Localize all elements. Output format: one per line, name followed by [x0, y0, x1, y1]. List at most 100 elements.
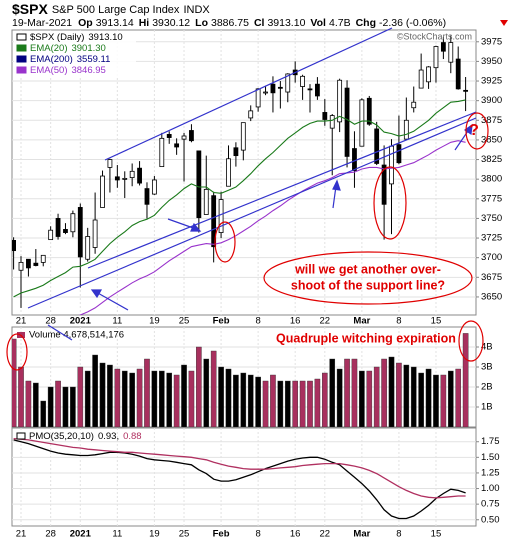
volume-bar	[62, 386, 69, 427]
volume-bar	[144, 358, 150, 427]
candle-body	[463, 89, 469, 92]
quote-value: 3913.14	[96, 17, 134, 29]
arrow	[47, 324, 73, 341]
volume-bar	[129, 372, 135, 427]
candle-body	[114, 176, 120, 181]
candle-body	[159, 137, 165, 168]
candle-body	[233, 147, 239, 157]
candle-body	[396, 144, 402, 164]
change-indicator	[500, 20, 508, 26]
legend-text: EMA(20)	[30, 43, 67, 54]
trend-line	[104, 27, 393, 161]
volume-bar	[158, 370, 165, 427]
y-tick-label: 3B	[481, 362, 493, 373]
legend-entry: Volume 4,678,514,176	[29, 330, 124, 341]
legend-swatch	[16, 432, 26, 440]
candle-body	[18, 261, 24, 271]
volume-bar	[366, 370, 373, 427]
candle-body	[315, 83, 320, 97]
legend-text: 0.88	[123, 431, 142, 442]
candle-body	[137, 167, 142, 184]
highlight	[6, 333, 28, 371]
candle-body	[255, 88, 261, 108]
y-tick-label: 3925	[481, 76, 502, 87]
volume-bar	[373, 366, 380, 427]
volume-bar	[329, 358, 336, 427]
pmo-line	[13, 439, 466, 520]
legend-swatch	[16, 66, 27, 74]
highlight	[263, 251, 473, 305]
volume-bar	[277, 380, 284, 427]
candle-body	[107, 159, 113, 168]
y-tick-label: 2B	[481, 382, 493, 393]
x-tick-label: 11	[112, 529, 122, 540]
volume-bar	[181, 364, 187, 427]
legend-entry: EMA(50) 3846.95	[30, 65, 106, 76]
arrow-head	[90, 289, 103, 299]
x-tick-label: 8	[255, 316, 260, 327]
volume-bar	[425, 368, 432, 427]
x-tick-label: 16	[290, 316, 301, 327]
volume-bar	[25, 380, 32, 427]
quote-key: Hi	[139, 17, 150, 29]
annotation: Quadruple witching expiration	[276, 331, 456, 345]
quote-line: 19-Mar-2021 Op 3913.14 Hi 3930.12 Lo 3886.75 Cl…	[12, 17, 446, 29]
volume-bar	[344, 358, 350, 427]
legend: $SPX (Daily) 3913.10 EMA(20) 3901.30EMA(200…	[14, 31, 136, 76]
watermark: ©StockCharts.com	[397, 31, 472, 41]
y-tick-label: 1.25	[481, 467, 500, 478]
y-tick-label: 3825	[481, 154, 502, 165]
y-tick-label: 1.00	[481, 483, 500, 494]
header-title: $SPX S&P 500 Large Cap Index INDX	[12, 1, 210, 17]
candle-body	[263, 91, 268, 94]
arrow-head	[332, 179, 341, 191]
volume-bar	[322, 372, 328, 427]
volume-bar	[381, 358, 387, 427]
candle-body	[389, 145, 394, 185]
volume-bar	[107, 364, 113, 427]
x-tick-label: 25	[179, 316, 190, 327]
legend-text: 3559.11	[77, 54, 111, 65]
x-tick-label: 2021	[70, 316, 92, 327]
volume-bar	[203, 358, 210, 427]
quote-value: -2.36 (-0.06%)	[379, 17, 446, 29]
arrows	[47, 123, 473, 341]
volume-bar	[292, 380, 298, 427]
x-tick-label: 8	[396, 316, 401, 327]
volume-bar	[210, 350, 217, 427]
volume-bar	[92, 354, 98, 427]
volume-bar	[307, 380, 313, 427]
candle-body	[337, 79, 343, 123]
plot-area	[12, 35, 469, 315]
candle-body	[322, 112, 328, 120]
legend-entry: EMA(20) 3901.30	[30, 43, 106, 54]
x-tick-label: 11	[112, 316, 122, 327]
volume-bar	[418, 372, 424, 427]
volume-bar	[396, 362, 402, 427]
volume-bar	[284, 380, 291, 427]
x-tick-label: 8	[255, 529, 260, 540]
candle-body	[12, 240, 17, 252]
x-tick-label: 28	[45, 529, 56, 540]
candle-body	[448, 42, 454, 63]
candle-body	[374, 128, 380, 164]
volume-bar	[121, 370, 128, 427]
arrow	[167, 218, 197, 230]
candle-body	[26, 258, 31, 269]
candle-body	[189, 130, 194, 142]
volume-bar	[218, 366, 224, 427]
volume-bar	[151, 370, 158, 427]
candle-body	[92, 219, 98, 248]
volume-bar	[314, 378, 321, 427]
volume-bar	[433, 374, 439, 427]
candle-body	[433, 46, 439, 69]
x-tick-label: 21	[16, 316, 27, 327]
candle-body	[248, 110, 254, 119]
legend-box	[14, 31, 136, 76]
legend-text: EMA(200)	[30, 54, 73, 65]
candle-body	[270, 83, 276, 94]
y-tick-label: 3850	[481, 134, 502, 145]
candle-body	[151, 179, 157, 195]
quote-key: Chg	[356, 17, 376, 29]
y-tick-label: 3700	[481, 252, 502, 263]
